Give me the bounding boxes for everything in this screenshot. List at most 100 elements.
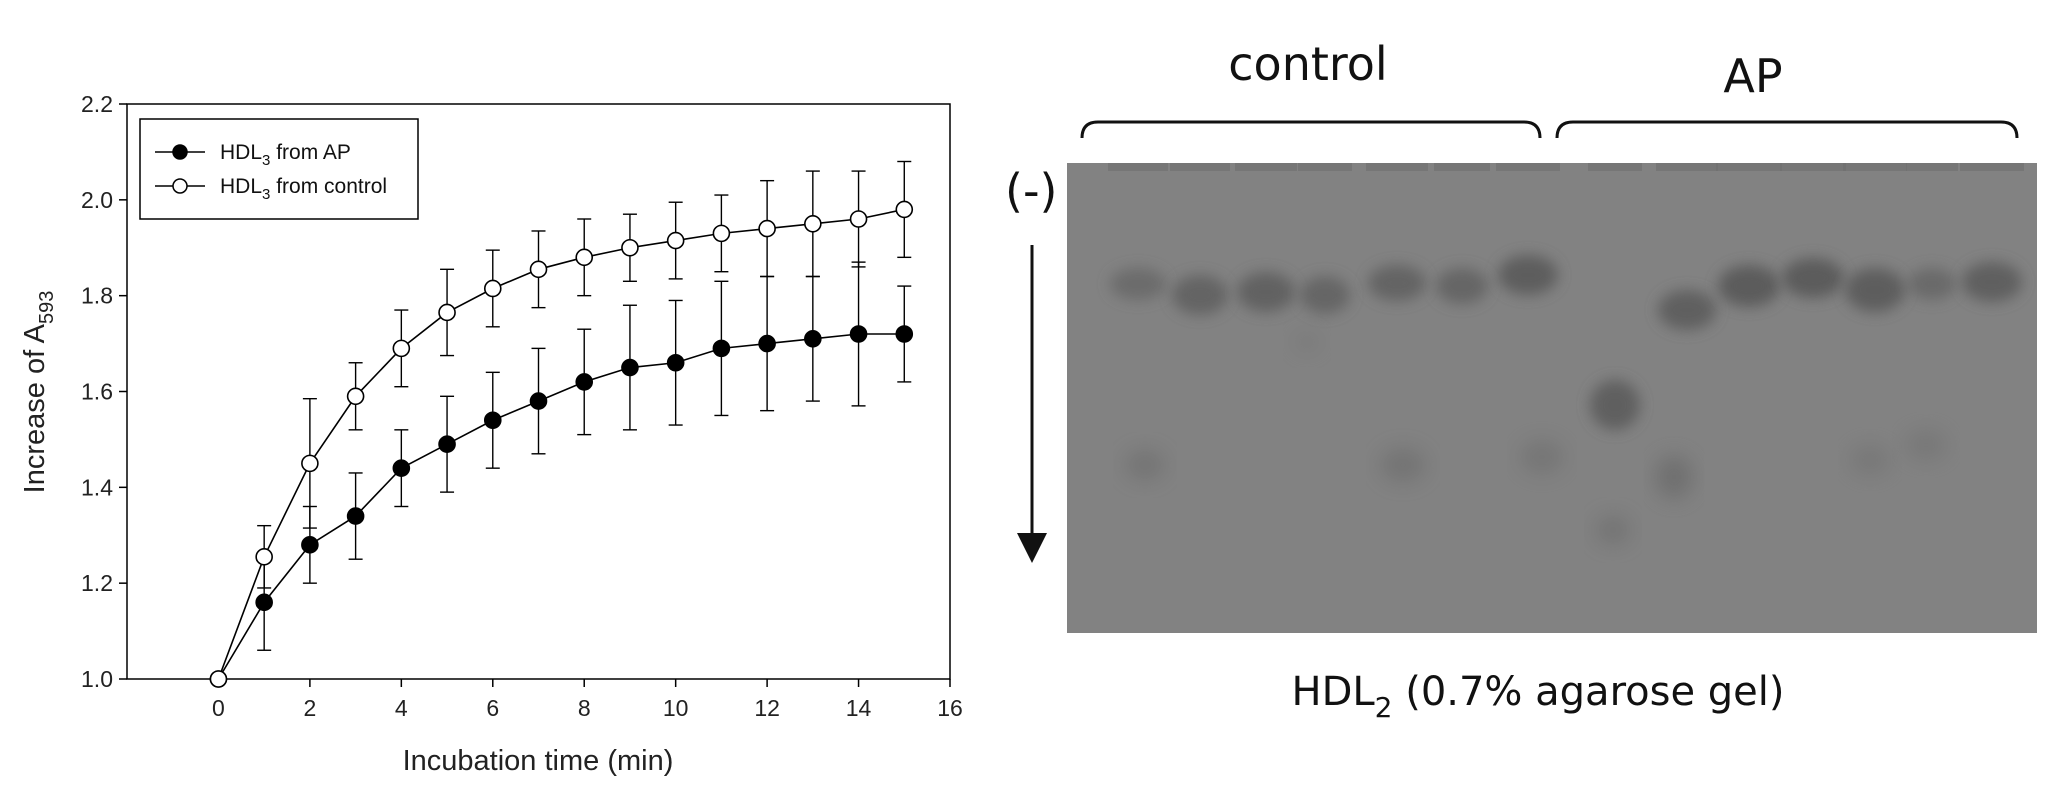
data-point [849, 210, 868, 228]
gel-well [1906, 163, 1958, 171]
legend-marker-filled-circle [172, 144, 188, 160]
gel-well [1170, 163, 1230, 171]
y-tick-label: 1.8 [81, 283, 113, 309]
gel-band [1498, 255, 1558, 295]
series-line [217, 333, 905, 680]
data-point [392, 459, 411, 477]
legend: HDL3 from AP HDL3 from control [139, 118, 419, 220]
data-point [666, 231, 685, 250]
gel-well [1366, 163, 1428, 171]
y-axis-title: Increase of A593 [19, 291, 58, 494]
gel-faint-band [1850, 445, 1890, 475]
data-point [758, 334, 776, 353]
gel-well [1656, 163, 1718, 171]
data-point [483, 411, 502, 430]
gel-band [1368, 265, 1426, 301]
gel-faint-band [1292, 330, 1322, 354]
data-point [209, 670, 228, 688]
gel-well [1780, 163, 1846, 171]
data-point [529, 392, 548, 410]
data-point [895, 200, 914, 219]
gel-bands [1108, 163, 2024, 545]
series-control [209, 160, 914, 688]
gel-well [1298, 163, 1352, 171]
bracket-ap [1555, 120, 2019, 139]
x-tick-label: 0 [212, 695, 225, 721]
data-point [255, 593, 273, 612]
data-point [712, 224, 731, 243]
gel-well [1588, 163, 1642, 171]
group-label-ap: AP [1723, 49, 1782, 103]
gel-band [1237, 272, 1295, 312]
gel-well [1960, 163, 2024, 171]
legend-label-control: HDL3 from control [220, 175, 387, 203]
gel-band [1718, 265, 1780, 307]
gel-band [1436, 268, 1488, 304]
gel-caption: HDL2 (0.7% agarose gel) [1292, 669, 1785, 724]
gel-faint-band [1380, 448, 1426, 482]
gel-well [1235, 163, 1297, 171]
data-point [301, 454, 319, 473]
data-point [392, 339, 411, 358]
line-chart: 1.0 1.2 1.4 1.6 1.8 2.0 2.2 0 2 4 6 8 10 12 14 16 Incu… [19, 91, 963, 777]
data-point [438, 303, 456, 322]
gel-band [1590, 380, 1640, 430]
gel-band [1845, 268, 1905, 312]
data-point [575, 373, 594, 391]
x-tick-label: 14 [846, 695, 872, 721]
data-point [758, 219, 776, 238]
gel-band [1658, 290, 1716, 330]
y-tick-label: 1.2 [81, 570, 113, 596]
gel-band [1962, 262, 2022, 302]
series-line [217, 208, 905, 680]
gel-well [1108, 163, 1168, 171]
direction-label: (-) [1005, 164, 1058, 218]
gel-faint-band [1595, 515, 1631, 545]
gel-well [1716, 163, 1782, 171]
data-point [621, 238, 639, 257]
y-tick-label: 1.6 [81, 379, 113, 405]
data-point [346, 507, 365, 525]
gel-well [1434, 163, 1490, 171]
gel-band [1110, 268, 1166, 300]
gel-faint-band [1655, 455, 1693, 499]
legend-marker-open-circle [172, 178, 188, 194]
data-point [712, 339, 731, 358]
x-axis-title: Incubation time (min) [403, 745, 674, 777]
data-point [849, 325, 868, 343]
group-label-control: control [1228, 37, 1387, 91]
data-point [575, 248, 594, 267]
legend-box [139, 118, 419, 220]
y-axis-title-subscript: 593 [36, 291, 58, 324]
legend-label-ap: HDL3 from AP [220, 141, 351, 169]
data-point [804, 214, 822, 233]
data-point [529, 260, 548, 279]
data-point [621, 358, 639, 377]
gel-panel: control AP (-) HDL2 (0.7% agarose gel) [1005, 37, 2037, 724]
gel-band [1908, 268, 1956, 300]
data-point [346, 387, 365, 406]
gel-well [1843, 163, 1907, 171]
data-point [666, 353, 685, 372]
series-layer [209, 160, 914, 688]
data-point [895, 325, 914, 343]
data-point [804, 329, 822, 348]
y-tick-label: 2.0 [81, 187, 113, 213]
bracket-control [1080, 120, 1542, 139]
gel-band [1300, 276, 1350, 314]
y-axis: 1.0 1.2 1.4 1.6 1.8 2.0 2.2 [81, 91, 127, 692]
gel-band [1782, 258, 1844, 298]
x-tick-label: 6 [486, 695, 499, 721]
data-point [255, 548, 273, 566]
legend-item-ap: HDL3 from AP [155, 141, 351, 169]
gel-well [1496, 163, 1560, 171]
x-tick-label: 4 [395, 695, 408, 721]
gel-faint-band [1125, 450, 1165, 480]
gel-faint-band [1905, 430, 1947, 460]
y-tick-label: 1.4 [81, 474, 113, 500]
data-point [301, 536, 319, 554]
legend-item-control: HDL3 from control [155, 175, 387, 203]
x-tick-label: 8 [578, 695, 591, 721]
